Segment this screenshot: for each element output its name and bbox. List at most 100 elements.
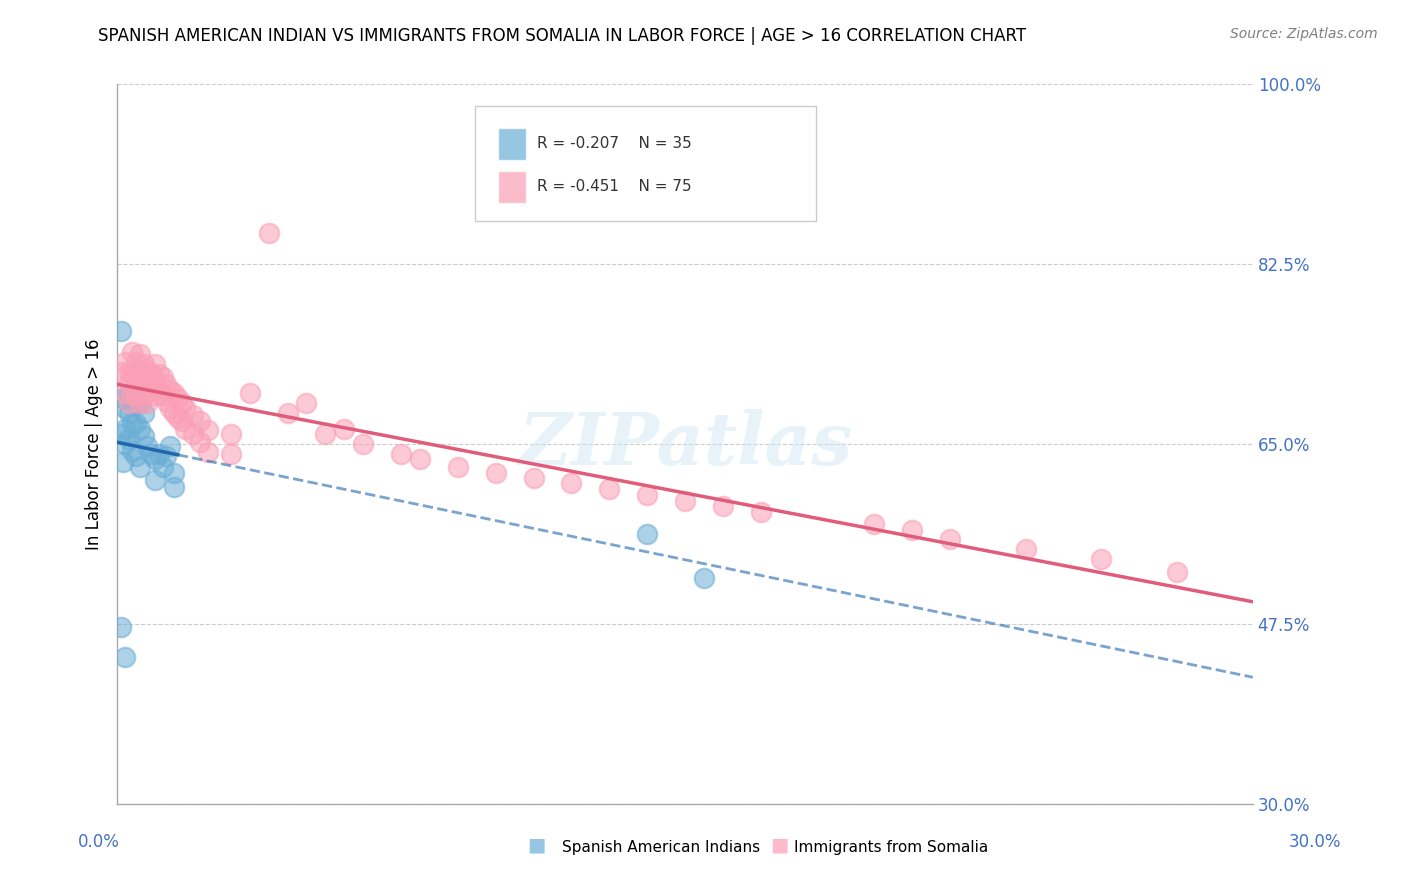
Point bbox=[197, 423, 219, 437]
Point bbox=[155, 377, 177, 392]
Point bbox=[136, 439, 159, 453]
Point bbox=[143, 357, 166, 371]
Point bbox=[170, 414, 193, 428]
Point bbox=[125, 417, 148, 431]
Point bbox=[295, 396, 318, 410]
Point bbox=[155, 450, 177, 464]
Point bbox=[141, 384, 163, 398]
Point bbox=[636, 488, 658, 502]
Point bbox=[159, 439, 181, 453]
Point bbox=[389, 447, 412, 461]
Point bbox=[121, 387, 143, 401]
Point bbox=[749, 505, 772, 519]
Point bbox=[1166, 566, 1188, 580]
Point bbox=[117, 385, 139, 400]
Point bbox=[152, 459, 174, 474]
Point bbox=[121, 344, 143, 359]
Point bbox=[110, 426, 132, 441]
Text: 0.0%: 0.0% bbox=[77, 833, 120, 851]
Point bbox=[125, 391, 148, 405]
Point bbox=[132, 372, 155, 386]
Point bbox=[125, 355, 148, 369]
Point bbox=[129, 421, 152, 435]
Point bbox=[693, 570, 716, 584]
Point bbox=[163, 385, 186, 400]
Point bbox=[141, 367, 163, 381]
Text: ■: ■ bbox=[527, 835, 546, 854]
Point bbox=[711, 499, 734, 513]
Text: Spanish American Indians: Spanish American Indians bbox=[562, 840, 761, 855]
Point bbox=[143, 373, 166, 387]
Point bbox=[636, 527, 658, 541]
Point bbox=[152, 387, 174, 401]
Point bbox=[181, 426, 204, 441]
Point bbox=[129, 346, 152, 360]
Point bbox=[333, 421, 356, 435]
Point bbox=[598, 482, 620, 496]
Text: R = -0.207    N = 35: R = -0.207 N = 35 bbox=[537, 136, 692, 151]
Text: ■: ■ bbox=[770, 835, 789, 854]
Point bbox=[129, 380, 152, 394]
Point bbox=[163, 406, 186, 420]
Point bbox=[673, 493, 696, 508]
Point bbox=[181, 409, 204, 423]
Point bbox=[110, 324, 132, 338]
Point bbox=[939, 532, 962, 546]
Point bbox=[174, 401, 197, 415]
Bar bbox=[498, 128, 526, 160]
Point bbox=[129, 396, 152, 410]
Point bbox=[143, 473, 166, 487]
Point bbox=[121, 367, 143, 381]
Point bbox=[132, 406, 155, 420]
Point bbox=[159, 401, 181, 415]
Point bbox=[114, 385, 136, 400]
Point bbox=[114, 355, 136, 369]
Point bbox=[121, 417, 143, 431]
Point bbox=[111, 391, 134, 405]
Point bbox=[125, 450, 148, 464]
Point bbox=[141, 447, 163, 461]
Point bbox=[136, 378, 159, 392]
Point bbox=[1090, 552, 1112, 566]
Text: SPANISH AMERICAN INDIAN VS IMMIGRANTS FROM SOMALIA IN LABOR FORCE | AGE > 16 COR: SPANISH AMERICAN INDIAN VS IMMIGRANTS FR… bbox=[98, 27, 1026, 45]
Point bbox=[117, 406, 139, 420]
Point bbox=[901, 524, 924, 538]
Point bbox=[117, 432, 139, 446]
Point bbox=[121, 444, 143, 458]
Point bbox=[314, 426, 336, 441]
Point bbox=[125, 370, 148, 384]
Point bbox=[129, 396, 152, 410]
Text: Source: ZipAtlas.com: Source: ZipAtlas.com bbox=[1230, 27, 1378, 41]
Point bbox=[863, 517, 886, 532]
Point bbox=[190, 434, 212, 449]
Point bbox=[197, 445, 219, 459]
Point bbox=[174, 421, 197, 435]
Point bbox=[1015, 541, 1038, 556]
Point bbox=[485, 466, 508, 480]
Point bbox=[121, 391, 143, 405]
Point bbox=[190, 414, 212, 428]
Point bbox=[117, 376, 139, 390]
Point bbox=[136, 363, 159, 377]
FancyBboxPatch shape bbox=[475, 106, 815, 221]
Point bbox=[447, 459, 470, 474]
Point bbox=[148, 447, 170, 461]
Point bbox=[163, 480, 186, 494]
Point bbox=[409, 452, 432, 467]
Point bbox=[114, 401, 136, 415]
Point bbox=[132, 387, 155, 401]
Point bbox=[523, 471, 546, 485]
Point bbox=[129, 459, 152, 474]
Point bbox=[277, 406, 299, 420]
Point bbox=[166, 391, 188, 405]
Point bbox=[159, 383, 181, 397]
Point bbox=[110, 620, 132, 634]
Point bbox=[132, 357, 155, 371]
Point bbox=[132, 429, 155, 443]
Point bbox=[110, 365, 132, 379]
Point bbox=[117, 365, 139, 379]
Point bbox=[143, 452, 166, 467]
Point bbox=[117, 396, 139, 410]
Point bbox=[114, 649, 136, 664]
Point bbox=[111, 455, 134, 469]
